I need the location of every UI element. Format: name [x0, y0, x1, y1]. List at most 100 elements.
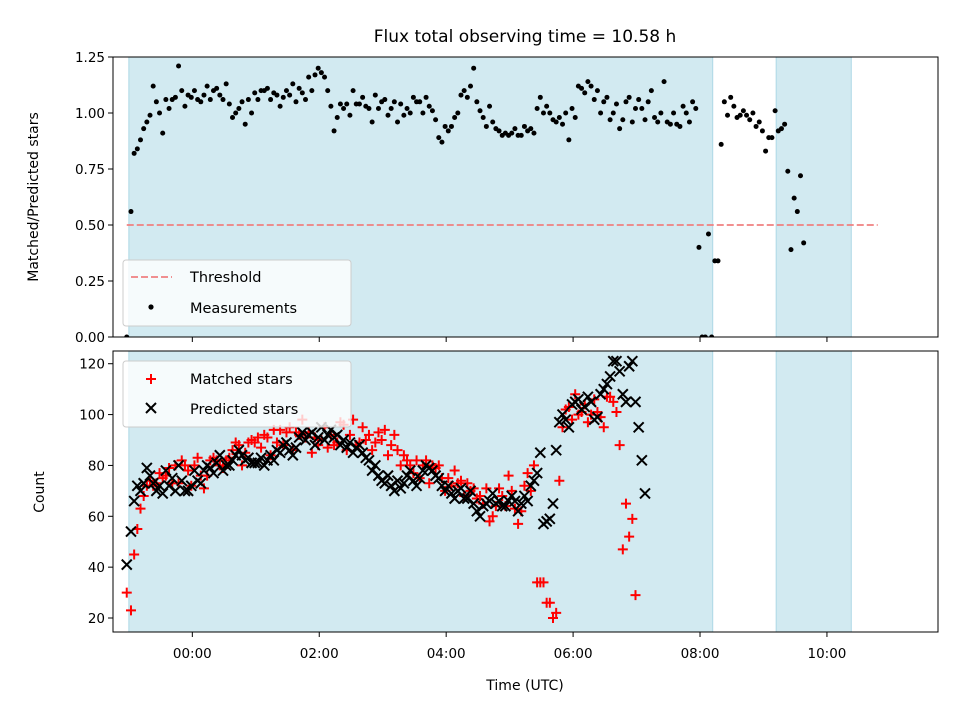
predicted-stars-point: [604, 370, 616, 383]
measurements-point: [690, 99, 696, 105]
measurements-point: [658, 110, 664, 116]
measurements-point: [124, 334, 130, 337]
measurements-point: [458, 92, 464, 98]
measurements-point: [778, 126, 784, 132]
measurements-point: [728, 94, 734, 100]
matched-stars-point: [525, 485, 536, 496]
matched-stars-point: [519, 480, 530, 491]
matched-stars-point: [611, 407, 622, 418]
matched-stars-point: [262, 432, 273, 443]
predicted-stars-point: [274, 447, 286, 459]
matched-stars-point: [376, 435, 387, 446]
predicted-stars-point: [150, 485, 163, 497]
predicted-stars-point: [131, 480, 144, 492]
predicted-stars-point: [594, 388, 607, 400]
measurements-point: [230, 114, 236, 120]
measurements-point: [715, 258, 721, 264]
predicted-stars-point: [607, 355, 619, 367]
matched-stars-point: [357, 422, 368, 433]
predicted-stars-point: [398, 477, 410, 489]
measurements-point: [398, 101, 404, 107]
ratio-y-tick-label: 0.50: [75, 218, 105, 234]
predicted-stars-point: [407, 474, 420, 487]
predicted-stars-point: [198, 464, 210, 477]
measurements-point: [696, 244, 702, 250]
matched-stars-point: [183, 465, 194, 476]
predicted-stars-point: [636, 454, 648, 467]
measurements-point: [366, 106, 372, 112]
matched-stars-point: [363, 429, 374, 440]
measurements-point: [315, 65, 321, 71]
measurements-point: [702, 334, 708, 337]
predicted-stars-point: [369, 459, 382, 472]
matched-legend-swatch: [146, 374, 156, 384]
measurements-point: [477, 108, 483, 114]
x-tick-label: 04:00: [427, 646, 466, 662]
matched-stars-point: [386, 440, 397, 451]
predicted-stars-point: [182, 485, 194, 497]
measurements-point: [226, 101, 232, 107]
measurements-point: [426, 103, 432, 109]
count-legend: Matched stars Predicted stars: [122, 360, 352, 428]
matched-stars-point: [252, 432, 263, 443]
measurements-point: [280, 94, 286, 100]
measurements-point: [740, 108, 746, 114]
measurements-point: [569, 106, 575, 112]
measurements-point: [401, 112, 407, 118]
predicted-stars-point: [280, 436, 293, 449]
ratio-y-tick-label: 1.00: [75, 106, 105, 122]
matched-stars-point: [189, 460, 200, 471]
matched-stars-point: [506, 485, 517, 496]
predicted-stars-point: [632, 421, 645, 433]
predicted-stars-point: [499, 500, 512, 512]
measurements-point: [274, 92, 280, 98]
measurements-point: [429, 108, 435, 114]
measurements-point: [604, 94, 610, 100]
measurements-point: [255, 97, 261, 103]
predicted-stars-point: [613, 365, 626, 378]
predicted-stars-point: [207, 467, 220, 479]
measurements-point: [388, 106, 394, 112]
predicted-stars-point: [467, 497, 480, 510]
matched-stars-point: [598, 422, 609, 433]
matched-stars-point: [389, 429, 400, 440]
measurements-point: [391, 99, 397, 105]
measurements-legend-label: Measurements: [190, 301, 297, 317]
measurements-point: [439, 139, 445, 145]
matched-stars-point: [475, 490, 486, 501]
measurements-point: [404, 106, 410, 112]
measurements-point: [747, 117, 753, 123]
predicted-stars-point: [293, 431, 305, 444]
measurements-point: [461, 88, 467, 94]
measurements-point: [582, 90, 588, 96]
measurements-point: [144, 119, 150, 125]
matched-stars-point: [135, 503, 146, 514]
measurements-point: [344, 101, 350, 107]
measurements-point: [287, 92, 293, 98]
count-y-tick-label: 80: [88, 458, 105, 474]
predicted-stars-point: [125, 525, 137, 538]
measurements-point: [201, 92, 207, 98]
measurements-point: [731, 103, 737, 109]
measurements-point: [245, 97, 251, 103]
measurements-point: [531, 130, 537, 136]
predicted-stars-point: [521, 495, 534, 507]
x-tick-label: 10:00: [807, 646, 846, 662]
measurements-point: [233, 110, 239, 116]
measurements-point: [480, 114, 486, 120]
measurements-point: [147, 112, 153, 118]
measurements-point: [141, 126, 147, 132]
predicted-stars-point: [153, 480, 166, 492]
matched-stars-point: [630, 590, 641, 601]
measurements-point: [198, 99, 204, 105]
matched-stars-point: [455, 475, 466, 486]
measurements-point: [528, 126, 534, 132]
predicted-stars-point: [121, 558, 133, 571]
matched-stars-point: [192, 452, 203, 463]
predicted-stars-point: [531, 467, 543, 479]
measurements-point: [636, 97, 642, 103]
measurements-point: [395, 119, 401, 125]
predicted-stars-point: [417, 464, 429, 477]
measurements-point: [179, 88, 185, 94]
matched-stars-point: [494, 483, 505, 494]
